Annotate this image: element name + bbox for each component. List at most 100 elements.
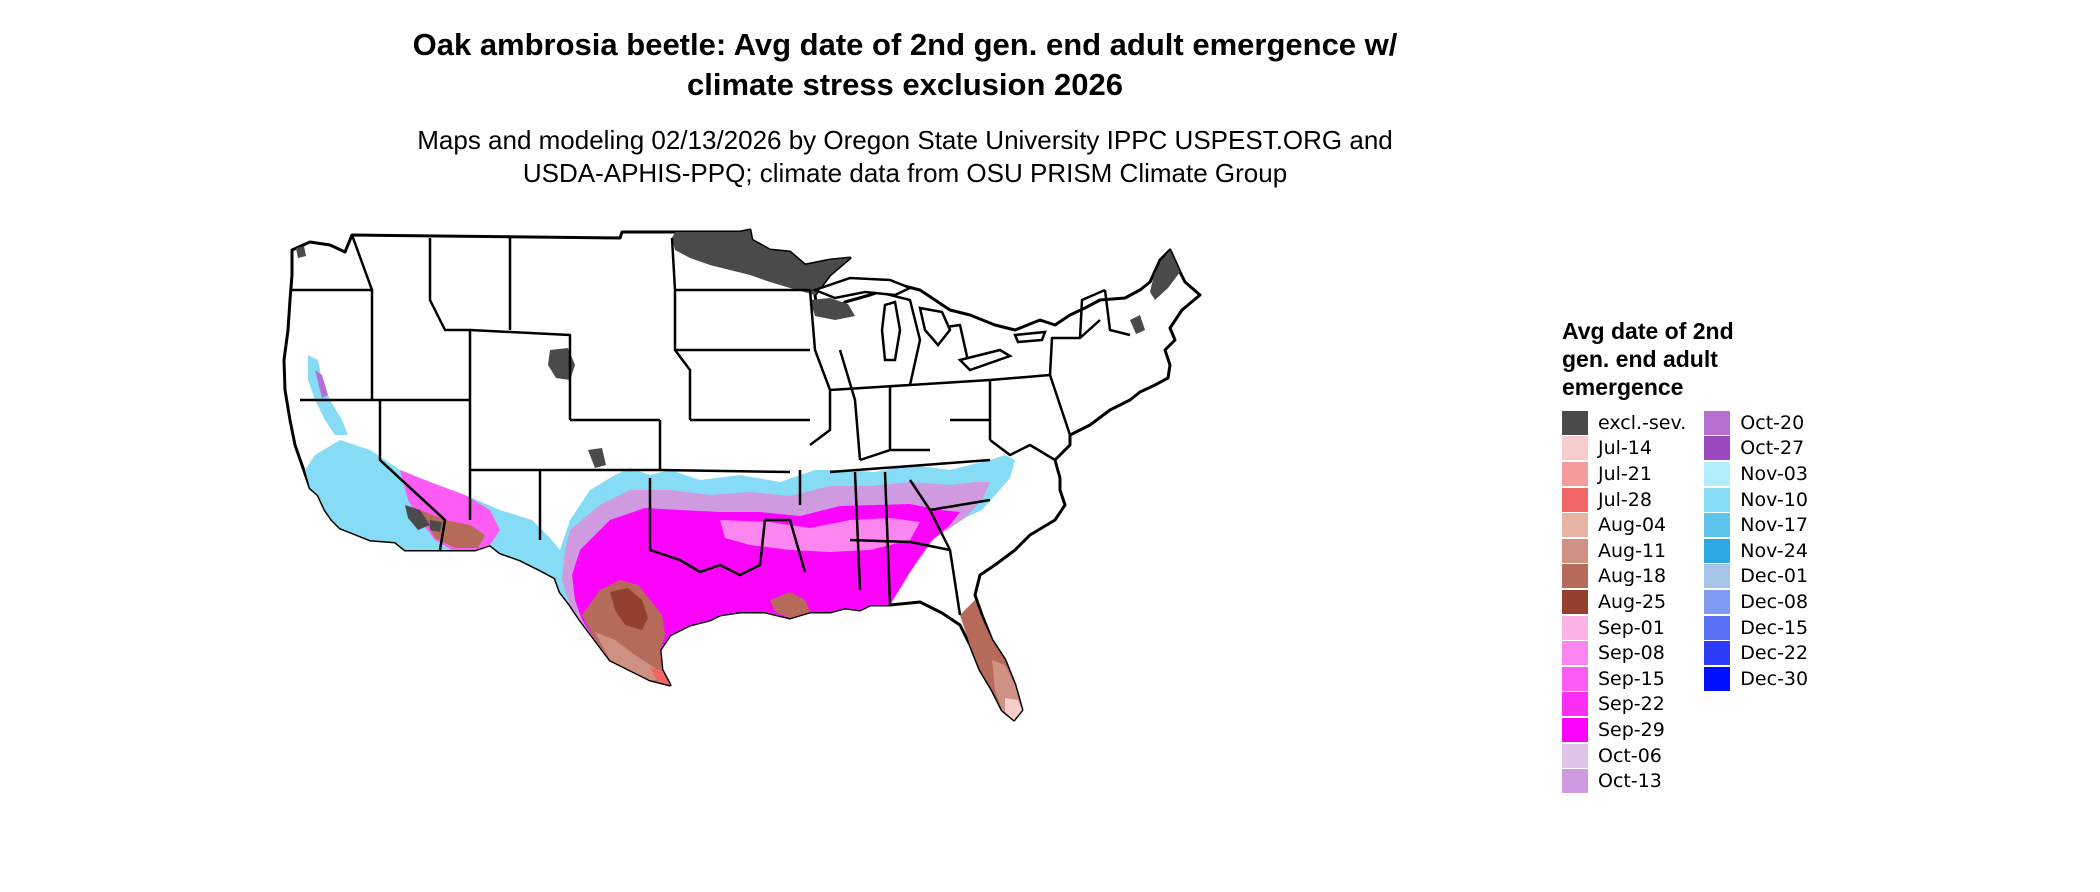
legend-item: excl.-sev. xyxy=(1562,410,1686,436)
legend-swatch xyxy=(1562,487,1588,512)
legend-swatch xyxy=(1704,589,1731,614)
legend-label: Jul-14 xyxy=(1598,437,1652,460)
legend-item: Sep-29 xyxy=(1562,717,1686,743)
zone-aug-lightbrown-tx xyxy=(595,632,665,680)
legend-item: Dec-01 xyxy=(1704,564,1808,590)
legend-item: Aug-25 xyxy=(1562,589,1686,615)
lake-ontario xyxy=(1013,330,1047,344)
legend-item: Dec-15 xyxy=(1704,615,1808,641)
legend-swatch xyxy=(1562,564,1588,589)
legend-item: Aug-11 xyxy=(1562,538,1686,564)
legend-label: Aug-18 xyxy=(1598,565,1667,588)
legend-swatch xyxy=(1704,436,1731,461)
legend-item: Oct-27 xyxy=(1704,436,1808,462)
map-subtitle: Maps and modeling 02/13/2026 by Oregon S… xyxy=(300,124,1510,190)
legend-swatch xyxy=(1704,564,1731,589)
legend-swatch xyxy=(1562,436,1588,461)
legend-swatch xyxy=(1562,769,1588,794)
legend-label: Dec-30 xyxy=(1740,667,1809,690)
legend-swatch xyxy=(1704,410,1731,435)
legend-label: Nov-10 xyxy=(1740,488,1808,511)
legend-item: Dec-30 xyxy=(1704,666,1808,692)
legend-item: Dec-08 xyxy=(1704,589,1808,615)
conus-outline xyxy=(282,228,1202,722)
legend-swatch xyxy=(1562,743,1588,768)
legend-item: Sep-01 xyxy=(1562,615,1686,641)
us-map-canvas xyxy=(282,228,1202,722)
legend-swatch xyxy=(1562,666,1588,691)
legend-item: Nov-24 xyxy=(1704,538,1808,564)
legend-swatch xyxy=(1704,461,1731,486)
legend-label: Aug-04 xyxy=(1598,514,1667,537)
legend-item: Sep-22 xyxy=(1562,692,1686,718)
legend-item: Nov-10 xyxy=(1704,487,1808,513)
lake-michigan xyxy=(880,300,902,362)
legend-label: Nov-17 xyxy=(1740,514,1808,537)
map-subtitle-line-2: USDA-APHIS-PPQ; climate data from OSU PR… xyxy=(522,158,1288,188)
southern-emergence-zones xyxy=(305,355,1022,720)
legend-label: Sep-29 xyxy=(1598,718,1665,741)
lake-superior xyxy=(811,276,914,300)
legend-label: Nov-24 xyxy=(1740,539,1808,562)
legend-label: Aug-11 xyxy=(1598,539,1667,562)
legend-swatch xyxy=(1562,589,1588,614)
legend-item: Jul-28 xyxy=(1562,487,1686,513)
legend-swatch xyxy=(1704,513,1731,538)
legend-item: Sep-15 xyxy=(1562,666,1686,692)
us-map xyxy=(270,220,1480,890)
excl-new-england xyxy=(1130,315,1145,334)
northern-exclusion-zones xyxy=(296,230,1180,468)
legend-title-line-1: Avg date of 2nd xyxy=(1562,318,1734,344)
zone-sw-brown xyxy=(420,510,485,548)
excl-maine xyxy=(1150,250,1180,300)
legend-swatch xyxy=(1704,615,1731,640)
legend-label: Dec-15 xyxy=(1740,616,1809,639)
excl-wyoming xyxy=(548,348,575,380)
zone-jul-rose-fl xyxy=(1005,698,1022,720)
excl-washington xyxy=(296,246,306,258)
legend-label: Oct-06 xyxy=(1598,744,1662,767)
legend-item: Jul-21 xyxy=(1562,461,1686,487)
legend-label: Jul-28 xyxy=(1598,488,1652,511)
legend-label: Sep-08 xyxy=(1598,642,1665,665)
map-subtitle-line-1: Maps and modeling 02/13/2026 by Oregon S… xyxy=(417,125,1393,155)
legend-label: Sep-22 xyxy=(1598,693,1665,716)
legend-label: Nov-03 xyxy=(1740,462,1808,485)
excl-wisconsin-north xyxy=(810,298,855,320)
legend-swatch xyxy=(1562,692,1588,717)
legend-column-2: Oct-20 Oct-27 Nov-03 Nov-10 Nov-17 Nov-24 Dec-… xyxy=(1704,410,1808,794)
zone-sw-excl xyxy=(405,505,430,530)
legend-item: Oct-13 xyxy=(1562,768,1686,794)
legend: Avg date of 2nd gen. end adult emergence… xyxy=(1562,317,1902,794)
legend-item: Aug-18 xyxy=(1562,564,1686,590)
legend-swatch xyxy=(1562,538,1588,563)
legend-label: Oct-27 xyxy=(1740,437,1805,460)
legend-label: Dec-08 xyxy=(1740,590,1809,613)
legend-item: Aug-04 xyxy=(1562,512,1686,538)
excl-colorado xyxy=(588,448,606,468)
excl-minnesota xyxy=(672,230,850,295)
legend-label: Sep-01 xyxy=(1598,616,1665,639)
legend-swatch xyxy=(1562,615,1588,640)
legend-swatch xyxy=(1562,461,1588,486)
zone-aug-darkbrown-tx xyxy=(610,588,648,630)
legend-label: Dec-01 xyxy=(1740,565,1809,588)
legend-swatch xyxy=(1704,666,1731,691)
legend-item: Nov-03 xyxy=(1704,461,1808,487)
legend-label: Oct-20 xyxy=(1740,411,1805,434)
legend-item: Oct-06 xyxy=(1562,743,1686,769)
legend-item: Sep-08 xyxy=(1562,640,1686,666)
legend-swatch xyxy=(1562,641,1588,666)
map-title-line-2: climate stress exclusion 2026 xyxy=(687,67,1123,102)
lake-huron xyxy=(918,306,952,347)
legend-title: Avg date of 2nd gen. end adult emergence xyxy=(1562,317,1902,401)
legend-item: Jul-14 xyxy=(1562,436,1686,462)
zone-aug-brown-tx xyxy=(582,580,670,685)
legend-swatch xyxy=(1562,513,1588,538)
legend-label: Oct-13 xyxy=(1598,770,1662,793)
legend-item: Nov-17 xyxy=(1704,512,1808,538)
lake-erie xyxy=(957,348,1013,372)
zone-jul-salmon-tx xyxy=(650,668,670,685)
zone-aug-brown-la xyxy=(770,592,810,618)
legend-label: Aug-25 xyxy=(1598,590,1667,613)
